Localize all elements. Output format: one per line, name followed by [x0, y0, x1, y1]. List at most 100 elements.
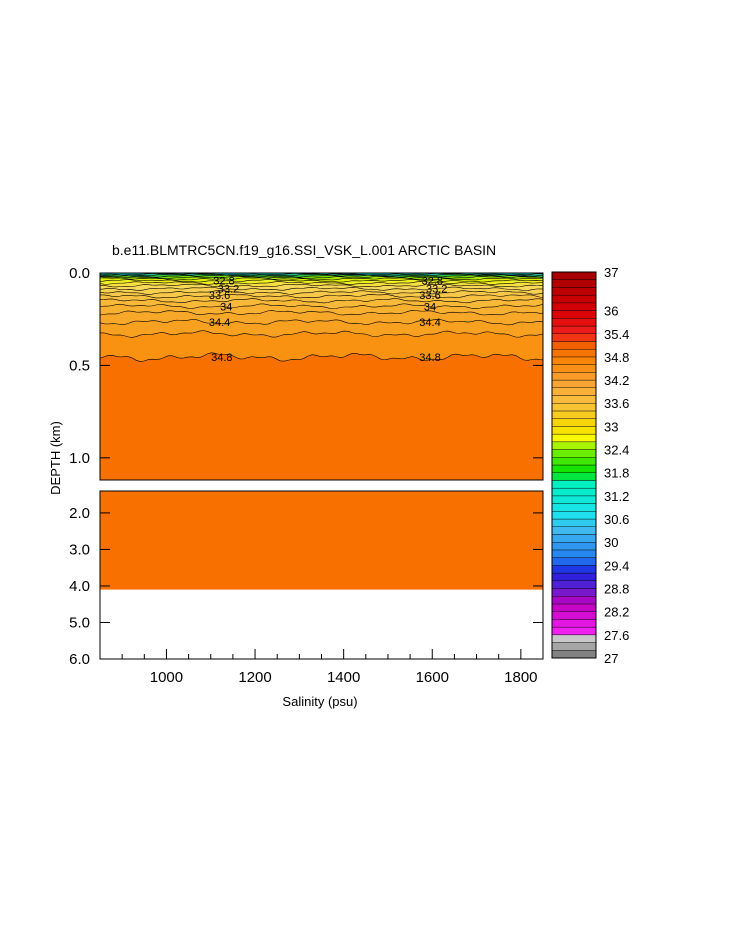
- contour-line: [100, 275, 543, 279]
- contour-label: 33.2: [218, 284, 239, 296]
- contour-label: 33.2: [426, 284, 447, 296]
- x-tick-label: 1600: [416, 669, 449, 686]
- colorbar-frame: [551, 271, 597, 659]
- y-tick-label: 4.0: [69, 578, 90, 595]
- colorbar-label: 34.8: [604, 350, 629, 365]
- colorbar-cell: [551, 619, 597, 628]
- contour-line: [100, 298, 543, 304]
- colorbar-cell: [551, 634, 597, 643]
- colorbar-cell: [551, 518, 597, 527]
- colorbar-label: 32.4: [604, 443, 629, 458]
- colorbar-cell: [551, 472, 597, 481]
- colorbar-cell: [551, 364, 597, 373]
- colorbar-cell: [551, 542, 597, 551]
- colorbar-cell: [551, 410, 597, 419]
- colorbar-cell: [551, 379, 597, 388]
- colorbar-cell: [551, 387, 597, 396]
- colorbar-cell: [551, 549, 597, 558]
- colorbar-label: 31.2: [604, 489, 629, 504]
- colorbar-label: 30: [604, 535, 618, 550]
- colorbar-cell: [551, 294, 597, 304]
- y-tick-label: 0.0: [69, 265, 90, 282]
- y-tick-label: 6.0: [69, 651, 90, 668]
- lower-panel: 2.0 3.0 4.0 5.0 6.0 1000 1200 1400 1600 1800: [69, 490, 544, 686]
- colorbar-cell: [551, 426, 597, 435]
- colorbar-cell: [551, 626, 597, 636]
- x-tick-label: 1400: [327, 669, 360, 686]
- colorbar-cell: [551, 287, 597, 296]
- colorbar-cell: [551, 341, 597, 350]
- colorbar-cell: [551, 372, 597, 381]
- colorbar-label: 29.4: [604, 558, 629, 573]
- colorbar-label: 28.8: [604, 582, 629, 597]
- lower-panel-fill: [100, 491, 543, 590]
- colorbar-cell: [551, 495, 597, 504]
- contour-line: [100, 310, 543, 316]
- chart-title: b.e11.BLMTRC5CN.f19_g16.SSI_VSK_L.001 AR…: [112, 242, 496, 258]
- colorbar-cell: [551, 557, 597, 566]
- colorbar-label: 36: [604, 304, 618, 319]
- contour-label: 33.6: [419, 290, 440, 302]
- colorbar-cell: [551, 580, 597, 589]
- upper-panel: 32.833.233.63434.434.832.833.233.63434.4…: [69, 265, 544, 481]
- contour-line: [100, 318, 543, 326]
- upper-panel-contours: [100, 273, 543, 362]
- contour-label: 34.8: [211, 352, 232, 364]
- colorbar-label: 35.4: [604, 327, 629, 342]
- colorbar-cell: [551, 511, 597, 520]
- contour-line: [100, 279, 543, 283]
- x-ticks: 1000 1200 1400 1600 1800: [121, 649, 538, 686]
- y-tick-label: 3.0: [69, 541, 90, 558]
- colorbar-cell: [551, 279, 597, 288]
- colorbar-cell: [551, 333, 597, 342]
- colorbar-label: 30.6: [604, 512, 629, 527]
- contour-label: 32.8: [422, 275, 443, 287]
- colorbar-label: 33: [604, 419, 618, 434]
- x-axis-label: Salinity (psu): [282, 694, 357, 709]
- colorbar-cell: [551, 441, 597, 450]
- colorbar-labels: 37 36 35.4 34.8 34.2 33.6 33 32.4 31.8 31.2 30.6 30…: [604, 265, 629, 666]
- contour-label: 34.8: [419, 352, 440, 364]
- colorbar-cell: [551, 642, 597, 651]
- y-tick-label: 2.0: [69, 505, 90, 522]
- colorbar-cell: [551, 596, 597, 605]
- upper-y-ticks: 0.0 0.5 1.0: [69, 265, 543, 467]
- contour-label: 32.8: [213, 275, 234, 287]
- contour-label: 34.4: [209, 317, 230, 329]
- x-tick-label: 1000: [150, 669, 183, 686]
- contour-line: [100, 330, 543, 338]
- colorbar-cell: [551, 565, 597, 574]
- colorbar-cell: [551, 302, 597, 311]
- contour-line: [100, 277, 543, 281]
- contour-label: 34: [220, 301, 232, 313]
- contour-labels: 32.833.233.63434.434.832.833.233.63434.4…: [209, 275, 448, 364]
- colorbar-cell: [551, 503, 597, 512]
- contour-line: [100, 281, 543, 285]
- colorbar-cell: [551, 418, 597, 427]
- colorbar-cell: [551, 433, 597, 443]
- colorbar-cell: [551, 650, 597, 659]
- y-tick-label: 1.0: [69, 450, 90, 467]
- colorbar-cell: [551, 325, 597, 334]
- contour-line: [100, 286, 543, 291]
- contour-line: [100, 352, 543, 362]
- colorbar-label: 31.8: [604, 466, 629, 481]
- colorbar-cell: [551, 534, 597, 543]
- colorbar-cell: [551, 603, 597, 612]
- upper-panel-fills: [100, 273, 543, 480]
- upper-panel-frame: [99, 272, 544, 481]
- colorbar-cell: [551, 403, 597, 412]
- colorbar-cell: [551, 395, 597, 404]
- colorbar-cell: [551, 318, 597, 327]
- x-tick-label: 1800: [504, 669, 537, 686]
- y-axis-label: DEPTH (km): [48, 421, 63, 495]
- colorbar-cell: [551, 356, 597, 365]
- colorbar-cell: [551, 487, 597, 497]
- colorbar-cell: [551, 611, 597, 620]
- lower-y-ticks: 2.0 3.0 4.0 5.0 6.0: [69, 505, 543, 668]
- colorbar-cell: [551, 480, 597, 489]
- colorbar-cell: [551, 572, 597, 582]
- contour-line: [100, 290, 543, 295]
- contour-line: [100, 303, 543, 310]
